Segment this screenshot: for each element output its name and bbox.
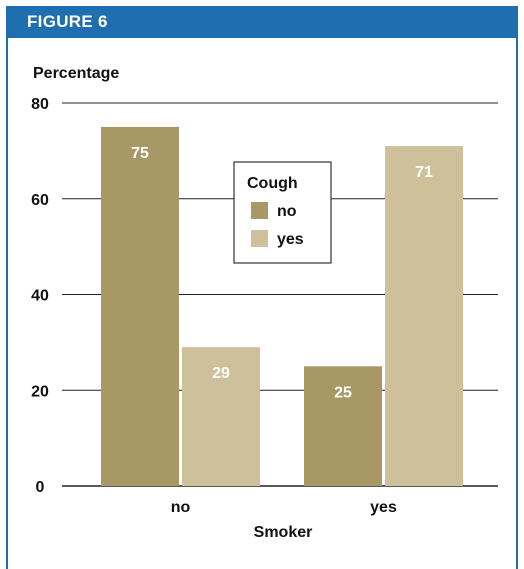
y-tick-labels: 0 20 40 60 80 [31,96,49,496]
bar-data-label: 29 [212,365,230,382]
x-tick-labels: no yes [171,499,397,516]
legend-box [233,161,332,264]
x-axis-label: Smoker [254,524,313,541]
figure-frame [6,6,518,569]
figure-header: FIGURE 6 [6,6,518,38]
figure-label: FIGURE 6 [27,12,108,31]
x-tick-label: yes [370,499,397,516]
y-tick-label: 40 [31,288,49,305]
bar-data-label: 75 [131,145,149,162]
bar-data-label: 71 [415,164,433,181]
y-tick-label: 60 [31,192,49,209]
y-tick-label: 20 [31,383,49,400]
bar-no-no [101,126,179,486]
bar-data-label: 25 [334,384,352,401]
legend: Cough no yes [233,161,332,264]
bars: 75 29 25 71 [101,126,463,486]
bar-no-yes [182,347,260,486]
legend-swatch-no [251,202,268,219]
legend-title: Cough [247,175,298,192]
y-axis-label: Percentage [33,65,119,82]
bar-yes-no [304,366,382,486]
legend-swatch-yes [251,230,268,247]
y-tick-label: 80 [31,96,49,113]
legend-label: no [277,203,297,220]
y-tick-label: 0 [36,479,45,496]
x-tick-label: no [171,499,191,516]
bar-yes-yes [385,146,463,486]
legend-label: yes [277,231,304,248]
